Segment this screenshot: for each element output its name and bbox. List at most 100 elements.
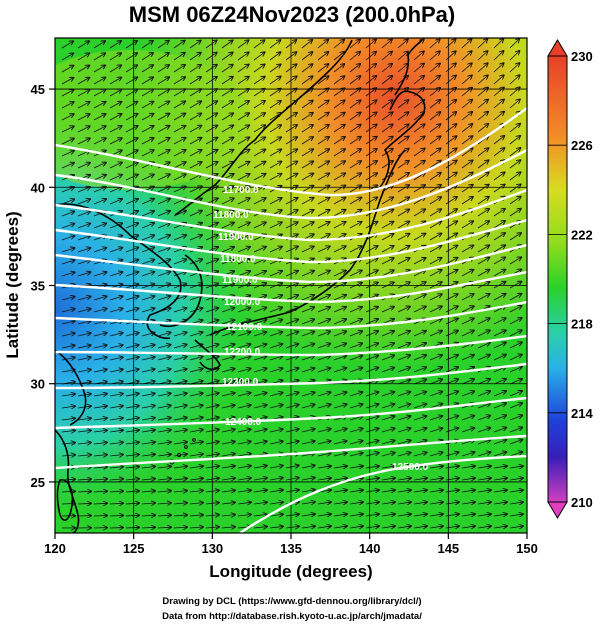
wind-arrow <box>205 138 217 145</box>
wind-arrow <box>189 162 202 169</box>
wind-arrow <box>397 100 408 109</box>
wind-arrow <box>381 197 393 205</box>
wind-arrow <box>381 234 393 241</box>
wind-arrow <box>125 418 139 420</box>
x-tick-label: 140 <box>359 541 381 556</box>
wind-arrow <box>61 53 73 61</box>
wind-arrow <box>285 441 299 444</box>
wind-arrow <box>157 454 171 456</box>
wind-arrow <box>477 294 490 301</box>
wind-arrow <box>429 466 443 468</box>
wind-arrow <box>429 185 441 193</box>
wind-arrow <box>109 138 122 145</box>
wind-arrow <box>237 356 250 361</box>
wind-arrow <box>109 515 123 516</box>
wind-arrow <box>333 283 346 289</box>
wind-arrow <box>509 452 522 457</box>
wind-arrow <box>349 466 363 468</box>
wind-arrow <box>333 222 345 229</box>
wind-arrow <box>221 454 235 456</box>
wind-arrow <box>61 382 75 384</box>
wind-arrow <box>317 40 328 49</box>
wind-arrow <box>77 321 91 325</box>
wind-arrow <box>317 295 330 301</box>
wind-arrow <box>77 248 90 253</box>
wind-arrow <box>445 246 457 253</box>
wind-arrow <box>509 367 522 373</box>
wind-arrow <box>413 51 424 61</box>
wind-arrow <box>205 490 219 492</box>
wind-arrow <box>141 503 155 504</box>
wind-arrow <box>413 294 426 301</box>
wind-arrow <box>93 491 107 492</box>
wind-arrow <box>221 53 233 61</box>
wind-arrow <box>381 380 394 385</box>
wind-arrow <box>77 211 90 217</box>
wind-arrow <box>317 52 328 61</box>
wind-arrow <box>205 308 218 313</box>
wind-arrow <box>109 430 123 432</box>
wind-arrow <box>61 114 74 121</box>
wind-arrow <box>109 345 123 349</box>
wind-arrow <box>349 343 362 349</box>
wind-arrow <box>477 282 489 289</box>
wind-arrow <box>509 136 520 145</box>
wind-arrow <box>221 247 234 253</box>
wind-arrow <box>413 307 426 313</box>
wind-arrow <box>141 102 153 109</box>
wind-arrow <box>205 357 219 361</box>
wind-arrow <box>269 40 280 49</box>
wind-arrow <box>301 490 315 492</box>
wind-arrow <box>157 296 170 301</box>
wind-arrow <box>61 151 74 157</box>
colorbar-tick-label: 226 <box>571 138 593 153</box>
wind-arrow <box>77 53 89 61</box>
wind-arrow <box>93 394 107 396</box>
wind-arrow <box>189 113 201 121</box>
wind-arrow <box>317 356 330 361</box>
wind-arrow <box>477 478 491 480</box>
island-3 <box>184 445 188 449</box>
wind-arrow <box>157 162 170 169</box>
wind-arrow <box>173 332 186 337</box>
wind-arrow <box>445 416 458 421</box>
wind-arrow <box>381 112 392 121</box>
wind-arrow <box>301 465 315 468</box>
wind-arrow <box>493 185 505 193</box>
x-tick-label: 135 <box>280 541 302 556</box>
wind-arrow <box>381 307 394 313</box>
wind-arrow <box>365 282 378 289</box>
wind-arrow <box>141 272 154 277</box>
wind-arrow <box>381 441 395 445</box>
wind-arrow <box>93 503 107 504</box>
wind-arrow <box>461 112 472 121</box>
coast-korea-manchuria <box>174 39 353 216</box>
wind-arrow <box>109 479 123 480</box>
wind-arrow <box>493 478 507 480</box>
wind-arrow <box>269 101 281 109</box>
wind-arrow <box>173 357 187 361</box>
wind-arrow <box>61 394 75 396</box>
wind-arrow <box>253 405 267 409</box>
wind-arrow <box>269 344 282 349</box>
wind-arrow <box>269 125 281 133</box>
wind-arrow <box>269 490 283 492</box>
wind-arrow <box>477 75 488 85</box>
wind-arrow <box>413 514 427 516</box>
wind-arrow <box>141 260 154 265</box>
y-tick-label: 25 <box>31 475 45 490</box>
wind-arrow <box>429 161 441 169</box>
wind-arrow <box>397 367 410 373</box>
wind-arrow <box>269 429 283 432</box>
wind-arrow <box>445 367 458 373</box>
island-4 <box>192 438 196 442</box>
wind-arrow <box>93 102 105 109</box>
wind-arrow <box>61 66 73 73</box>
wind-arrow <box>109 114 121 121</box>
wind-arrow <box>381 40 392 49</box>
wind-arrow <box>93 53 105 61</box>
wind-arrow <box>333 185 345 193</box>
wind-arrow <box>237 466 251 468</box>
wind-arrow <box>173 114 185 121</box>
wind-arrow <box>349 100 361 109</box>
